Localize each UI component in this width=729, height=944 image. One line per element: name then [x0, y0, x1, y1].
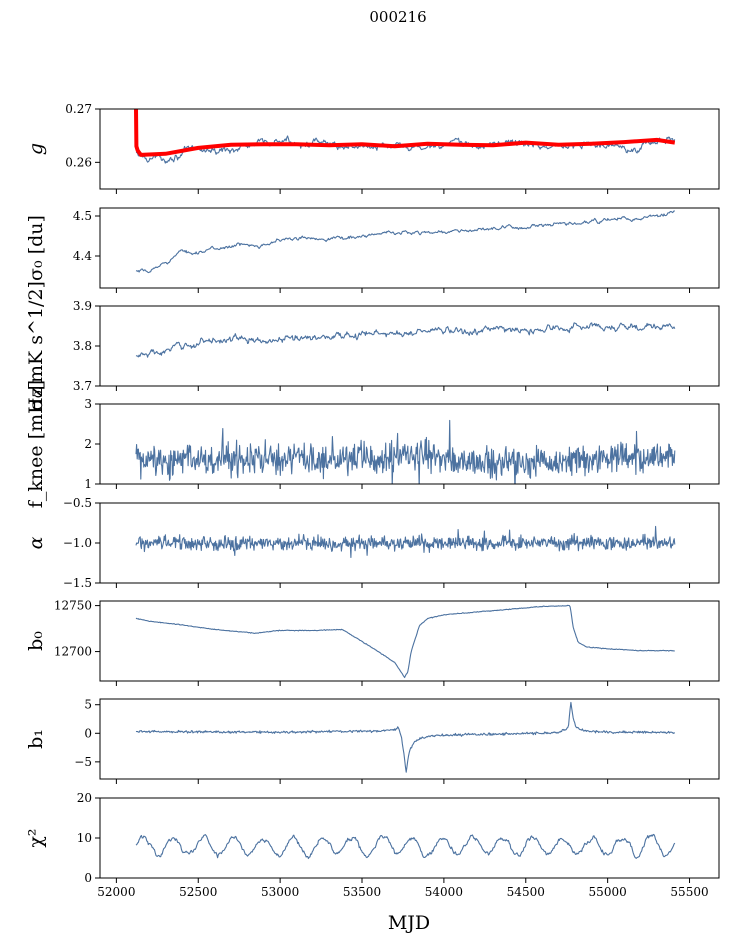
y-tick-label-fknee: 2	[84, 437, 92, 451]
y-tick-label-fknee: 1	[84, 477, 92, 491]
axes-frame-b0	[99, 600, 720, 682]
panel-b0: 12700 12750 b₀	[25, 599, 720, 686]
y-tick-label-b1: 0	[84, 726, 92, 740]
axes-frame-chi2	[99, 797, 720, 879]
y-axis-label-b1: b₁	[25, 729, 47, 749]
x-tick-label: 55500	[670, 885, 708, 899]
figure-title: 000216	[369, 8, 426, 26]
y-axis-label-chi2: χ²	[25, 828, 47, 847]
panel-sigma0_mK: 3.7 3.8 3.9 σ₀[mK s^1/2]	[25, 281, 720, 411]
panel-g: 0.26 0.27 g	[25, 102, 720, 194]
series-chi2	[135, 833, 676, 860]
series-b1	[135, 701, 676, 773]
x-tick-label: 54500	[507, 885, 545, 899]
y-tick-label-alpha: −0.5	[63, 496, 92, 510]
panel-chi2: 0 10 20 52000 52500 53000 53500 54000 54500 55000…	[25, 791, 720, 899]
panels: 0.26 0.27 g 4.4 4.5 σ₀ [du] 3.7 3.8 3.9 σ₀[mK s^1…	[25, 102, 720, 899]
x-axis-label: MJD	[388, 912, 430, 934]
y-axis-label-b0: b₀	[25, 631, 47, 651]
y-tick-label-sigma0_mK: 3.9	[73, 299, 92, 313]
y-axis-label-g: g	[25, 143, 47, 155]
x-tick-label: 53500	[343, 885, 381, 899]
y-tick-label-b0: 12700	[54, 645, 92, 659]
y-tick-label-sigma0_du: 4.5	[73, 209, 92, 223]
y-tick-label-chi2: 10	[77, 831, 92, 845]
y-axis-label-sigma0_mK: σ₀[mK s^1/2]	[25, 281, 47, 411]
x-tick-label: 52000	[97, 885, 135, 899]
y-tick-label-sigma0_du: 4.4	[73, 249, 92, 263]
x-tick-label: 52500	[179, 885, 217, 899]
x-tick-label: 54000	[425, 885, 463, 899]
y-tick-label-fknee: 3	[84, 397, 92, 411]
y-tick-label-alpha: −1.5	[63, 576, 92, 590]
panel-fknee: 1 2 3 f_knee [mHz]	[25, 380, 720, 508]
y-tick-label-chi2: 20	[77, 791, 92, 805]
y-tick-label-alpha: −1.0	[63, 536, 92, 550]
panel-alpha: −1.5 −1.0 −0.5 α	[25, 496, 720, 590]
x-tick-label: 53000	[261, 885, 299, 899]
series-sigma0-du	[135, 210, 675, 274]
y-tick-label-sigma0_mK: 3.8	[73, 339, 92, 353]
y-axis-label-sigma0_du: σ₀ [du]	[25, 215, 47, 281]
y-tick-label-b1: −5	[74, 755, 92, 769]
axes-frame-g	[99, 108, 720, 190]
panel-b1: −5 0 5 b₁	[25, 698, 720, 784]
series-sigma0-mK	[135, 322, 676, 358]
series-gain	[135, 135, 676, 164]
y-tick-label-g: 0.26	[65, 155, 92, 169]
y-tick-label-b1: 5	[84, 698, 92, 712]
y-tick-label-b0: 12750	[54, 599, 92, 613]
y-tick-label-g: 0.27	[65, 102, 92, 116]
panel-sigma0_du: 4.4 4.5 σ₀ [du]	[25, 207, 720, 293]
axes-frame-sigma0_du	[99, 207, 720, 289]
x-tick-label: 55000	[589, 885, 627, 899]
y-axis-label-alpha: α	[25, 536, 47, 549]
series-smoothed-gain	[134, 109, 676, 157]
series-b0	[135, 604, 675, 679]
axes-frame-b1	[99, 698, 720, 780]
series-fknee	[135, 419, 676, 484]
y-tick-label-chi2: 0	[84, 871, 92, 885]
series-alpha	[135, 525, 676, 559]
y-axis-label-fknee: f_knee [mHz]	[25, 380, 47, 508]
y-tick-label-sigma0_mK: 3.7	[73, 379, 92, 393]
